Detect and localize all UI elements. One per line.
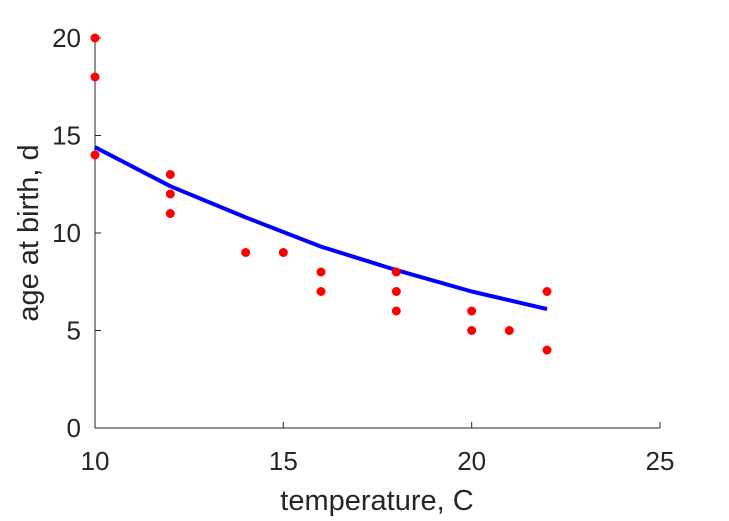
y-tick-label: 15: [52, 121, 81, 151]
data-point: [391, 267, 401, 277]
y-tick-label: 20: [52, 23, 81, 53]
fit-curve: [94, 145, 548, 312]
data-point: [90, 72, 100, 82]
data-point: [165, 209, 175, 218]
data-point: [316, 287, 326, 296]
data-point: [504, 326, 514, 335]
x-tick-label: 25: [646, 446, 675, 476]
x-axis-label: temperature, C: [280, 485, 473, 517]
data-point: [165, 170, 175, 179]
data-point: [90, 150, 100, 160]
data-point: [391, 287, 401, 296]
data-point: [278, 248, 288, 257]
y-axis: 0 5 10 15 20: [52, 23, 101, 443]
data-point: [542, 345, 552, 355]
data-point: [165, 189, 175, 199]
data-point: [391, 306, 401, 316]
x-tick-label: 10: [81, 446, 110, 476]
data-point: [542, 287, 552, 296]
data-point: [316, 267, 326, 277]
y-tick-label: 5: [67, 316, 81, 346]
x-ticks: 10 15 20 25: [81, 422, 675, 476]
x-tick-label: 15: [269, 446, 298, 476]
plot-area: [90, 33, 552, 355]
y-tick-label: 0: [67, 413, 81, 443]
data-point: [467, 306, 477, 316]
y-axis-label: age at birth, d: [13, 144, 45, 321]
data-point: [467, 326, 477, 335]
y-tick-label: 10: [52, 218, 81, 248]
data-point: [90, 33, 100, 43]
x-axis: 10 15 20 25: [81, 422, 675, 476]
y-ticks: 0 5 10 15 20: [52, 23, 101, 443]
data-point: [241, 248, 251, 257]
x-tick-label: 20: [457, 446, 486, 476]
